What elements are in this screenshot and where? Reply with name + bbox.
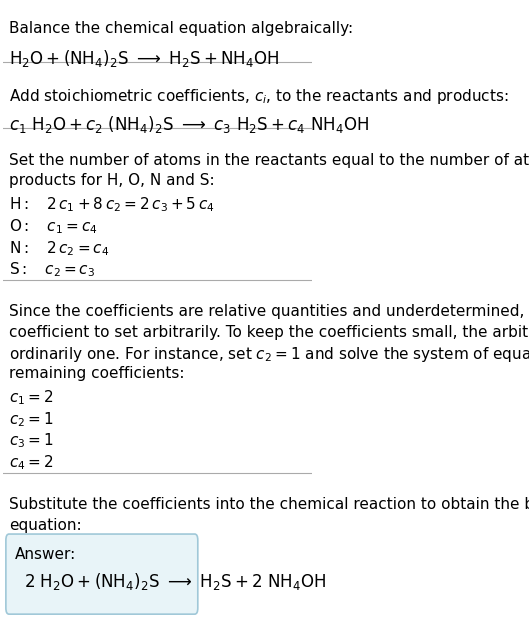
Text: remaining coefficients:: remaining coefficients: (9, 366, 185, 381)
Text: $c_3 = 1$: $c_3 = 1$ (9, 431, 53, 450)
Text: Add stoichiometric coefficients, $c_i$, to the reactants and products:: Add stoichiometric coefficients, $c_i$, … (9, 87, 508, 106)
FancyBboxPatch shape (6, 534, 198, 614)
Text: Substitute the coefficients into the chemical reaction to obtain the balanced: Substitute the coefficients into the che… (9, 497, 529, 512)
Text: Answer:: Answer: (15, 547, 76, 562)
Text: Balance the chemical equation algebraically:: Balance the chemical equation algebraica… (9, 21, 353, 36)
Text: $\mathrm{N{:}} \quad 2\,c_2 = c_4$: $\mathrm{N{:}} \quad 2\,c_2 = c_4$ (9, 239, 110, 258)
Text: $2\ \mathrm{H_2O + (NH_4)_2S\ \longrightarrow \ H_2S + 2\ NH_4OH}$: $2\ \mathrm{H_2O + (NH_4)_2S\ \longright… (24, 571, 327, 592)
Text: ordinarily one. For instance, set $c_2 = 1$ and solve the system of equations fo: ordinarily one. For instance, set $c_2 =… (9, 345, 529, 364)
Text: equation:: equation: (9, 518, 81, 533)
Text: Since the coefficients are relative quantities and underdetermined, choose a: Since the coefficients are relative quan… (9, 305, 529, 319)
Text: $\mathrm{O{:}} \quad c_1 = c_4$: $\mathrm{O{:}} \quad c_1 = c_4$ (9, 218, 98, 236)
Text: $\mathrm{H{:}} \quad 2\,c_1 + 8\,c_2 = 2\,c_3 + 5\,c_4$: $\mathrm{H{:}} \quad 2\,c_1 + 8\,c_2 = 2… (9, 196, 215, 214)
Text: $c_1 = 2$: $c_1 = 2$ (9, 389, 53, 407)
Text: products for H, O, N and S:: products for H, O, N and S: (9, 173, 215, 188)
Text: $\mathrm{H_2O + (NH_4)_2S \ \longrightarrow \ H_2S + NH_4OH}$: $\mathrm{H_2O + (NH_4)_2S \ \longrightar… (9, 48, 279, 69)
Text: $c_4 = 2$: $c_4 = 2$ (9, 453, 53, 472)
Text: coefficient to set arbitrarily. To keep the coefficients small, the arbitrary va: coefficient to set arbitrarily. To keep … (9, 325, 529, 340)
Text: $c_2 = 1$: $c_2 = 1$ (9, 410, 53, 429)
Text: Set the number of atoms in the reactants equal to the number of atoms in the: Set the number of atoms in the reactants… (9, 152, 529, 167)
Text: $c_1\ \mathrm{H_2O} + c_2\ \mathrm{(NH_4)_2S}\ \longrightarrow\ c_3\ \mathrm{H_2: $c_1\ \mathrm{H_2O} + c_2\ \mathrm{(NH_4… (9, 113, 369, 135)
Text: $\mathrm{S{:}} \quad c_2 = c_3$: $\mathrm{S{:}} \quad c_2 = c_3$ (9, 260, 95, 279)
